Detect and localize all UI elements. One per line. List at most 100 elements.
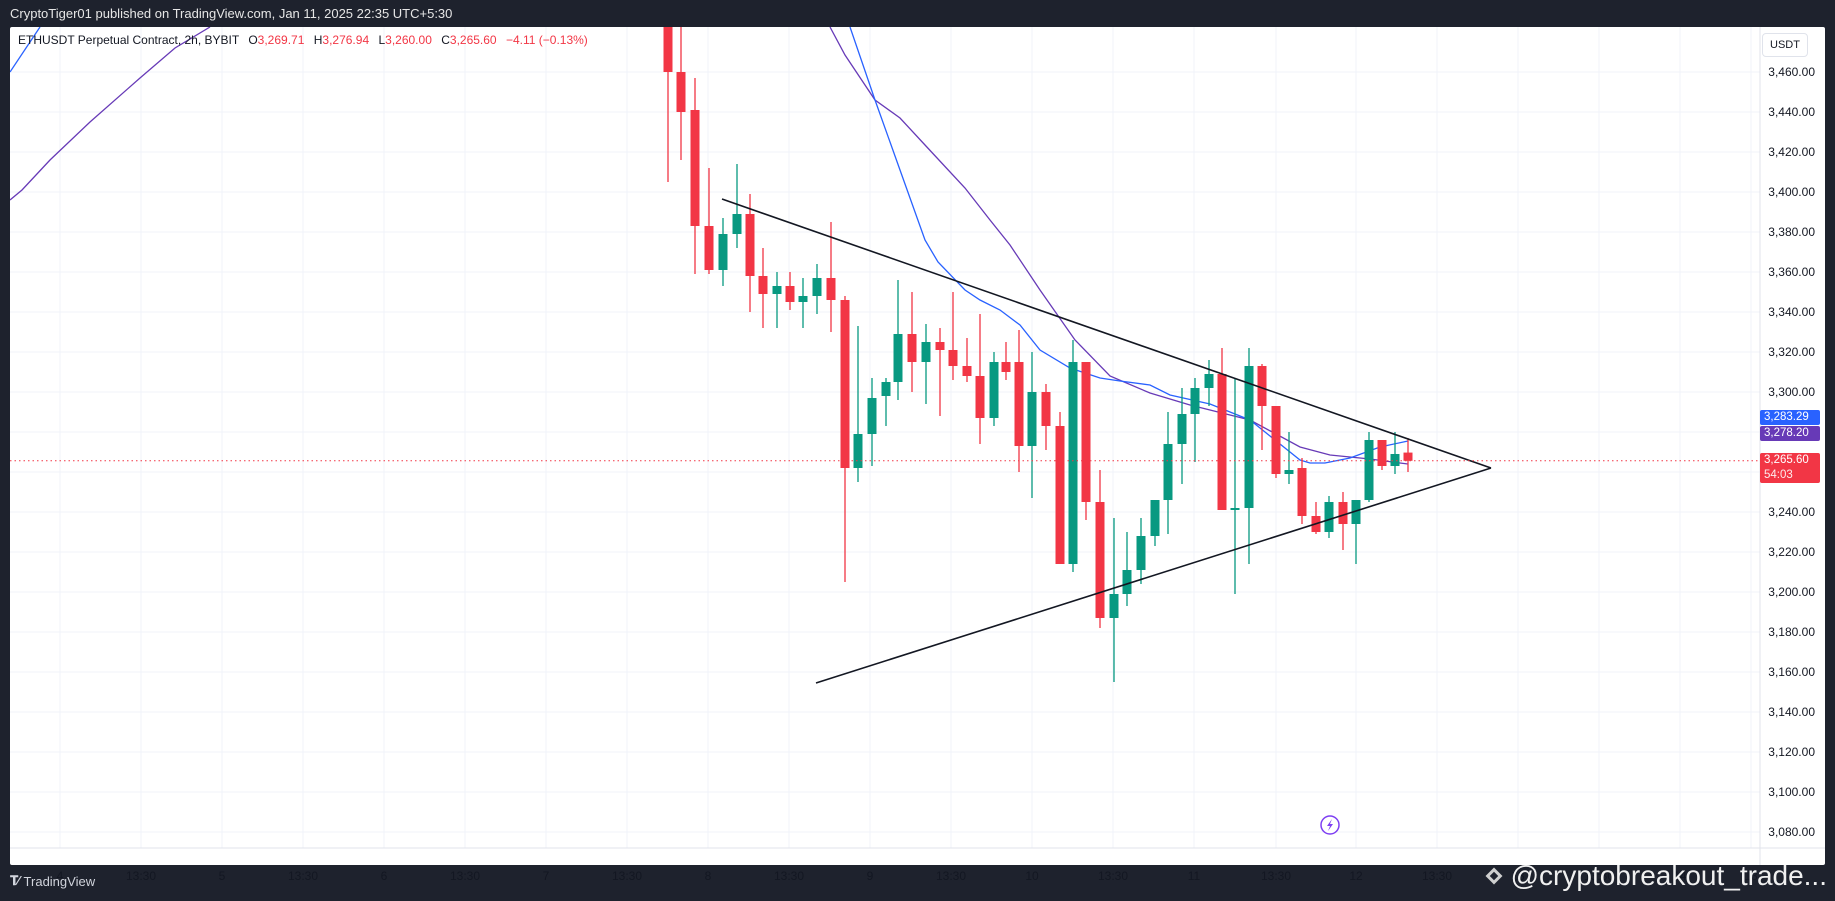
time-axis-label: 13:30 — [450, 869, 480, 883]
price-axis-label: 3,320.00 — [1768, 345, 1815, 359]
candle-body[interactable] — [812, 278, 822, 296]
candle-body[interactable] — [826, 278, 836, 300]
time-axis-label: 13:30 — [612, 869, 642, 883]
price-axis-label: 3,120.00 — [1768, 745, 1815, 759]
candle-body[interactable] — [1163, 444, 1173, 500]
candle-body[interactable] — [1338, 502, 1348, 524]
candle-body[interactable] — [1068, 362, 1078, 564]
candle-body[interactable] — [676, 72, 686, 112]
open-value: 3,269.71 — [257, 33, 305, 47]
candle-body[interactable] — [881, 382, 891, 396]
price-axis-label: 3,420.00 — [1768, 145, 1815, 159]
watermark-text: @cryptobreakout_trade... — [1510, 860, 1827, 891]
candle-body[interactable] — [1230, 508, 1240, 510]
watermark: @cryptobreakout_trade... — [1483, 860, 1827, 892]
candle-body[interactable] — [704, 226, 714, 270]
candle-body[interactable] — [975, 376, 985, 418]
candle-body[interactable] — [1204, 374, 1214, 388]
lightning-event-icon[interactable] — [1320, 815, 1340, 835]
candle-body[interactable] — [1190, 388, 1200, 414]
candle-body[interactable] — [853, 434, 863, 468]
time-axis-label: 13:30 — [126, 869, 156, 883]
time-axis-label: 4 — [57, 869, 64, 883]
bar-countdown: 54:03 — [1764, 469, 1793, 481]
candle-body[interactable] — [1095, 502, 1105, 618]
candle-body[interactable] — [1001, 362, 1011, 372]
candle-body[interactable] — [772, 286, 782, 294]
candle-body[interactable] — [785, 286, 795, 302]
candle-body[interactable] — [1217, 374, 1227, 510]
time-axis-label: 13 — [1511, 869, 1525, 883]
candle-body[interactable] — [1284, 470, 1294, 474]
time-axis-label: 5 — [219, 869, 226, 883]
candle-body[interactable] — [732, 214, 742, 234]
time-axis-label: 11 — [1188, 869, 1201, 883]
close-value: 3,265.60 — [449, 33, 497, 47]
trendline[interactable] — [721, 198, 1492, 469]
candle-body[interactable] — [1257, 366, 1267, 406]
candle-body[interactable] — [1014, 362, 1024, 446]
time-axis-label: 13:30 — [1098, 869, 1128, 883]
candle-body[interactable] — [690, 110, 700, 226]
candle-body[interactable] — [1055, 426, 1065, 564]
time-axis-label: 13 — [1744, 869, 1758, 883]
candle-body[interactable] — [989, 362, 999, 418]
candle-body[interactable] — [1351, 500, 1361, 524]
trendline[interactable] — [815, 467, 1492, 684]
symbol-title: ETHUSDT Perpetual Contract, 2h, BYBIT — [18, 33, 239, 47]
candle-body[interactable] — [718, 234, 728, 270]
binance-diamond-icon — [1483, 865, 1505, 887]
candle-body[interactable] — [935, 342, 945, 350]
ma-slow-price-tag: 3,278.20 — [1760, 426, 1820, 441]
candle-body[interactable] — [1122, 570, 1132, 594]
price-axis-label: 3,200.00 — [1768, 585, 1815, 599]
candle-body[interactable] — [1324, 502, 1334, 532]
candle-body[interactable] — [921, 342, 931, 362]
candle-body[interactable] — [948, 350, 958, 366]
candle-body[interactable] — [1041, 392, 1051, 426]
candle-body[interactable] — [840, 300, 850, 468]
candle-body[interactable] — [1150, 500, 1160, 536]
ma-fast-price-tag: 3,283.29 — [1760, 410, 1820, 425]
candle-body[interactable] — [745, 214, 755, 276]
low-label: L — [378, 33, 386, 47]
price-axis-label: 3,220.00 — [1768, 545, 1815, 559]
time-axis-label: 14 — [1673, 869, 1687, 883]
candle-body[interactable] — [1081, 362, 1091, 502]
candle-body[interactable] — [1177, 414, 1187, 444]
currency-button[interactable]: USDT — [1762, 33, 1808, 57]
price-axis-label: 3,080.00 — [1768, 825, 1815, 839]
candle-body[interactable] — [663, 12, 673, 72]
candle-body[interactable] — [867, 398, 877, 434]
candle-body[interactable] — [1244, 366, 1254, 508]
candle-body[interactable] — [798, 296, 808, 302]
candle-body[interactable] — [1271, 406, 1281, 474]
logo-text: TradingView — [23, 873, 96, 889]
candle-body[interactable] — [1109, 594, 1119, 618]
candle-body[interactable] — [1377, 440, 1387, 466]
price-axis-label: 3,160.00 — [1768, 665, 1815, 679]
price-axis-label: 3,460.00 — [1768, 65, 1815, 79]
candle-body[interactable] — [893, 334, 903, 382]
price-axis-label: 3,240.00 — [1768, 505, 1815, 519]
time-axis-label: 13:30 — [1422, 869, 1452, 883]
open-label: O — [248, 33, 258, 47]
price-axis-label: 3,300.00 — [1768, 385, 1815, 399]
price-axis-label: 3,140.00 — [1768, 705, 1815, 719]
candle-body[interactable] — [962, 366, 972, 376]
candle-body[interactable] — [907, 334, 917, 362]
candle-body[interactable] — [1403, 452, 1413, 461]
price-axis-label: 3,360.00 — [1768, 265, 1815, 279]
last-price-value: 3,265.60 — [1764, 454, 1809, 466]
tradingview-logo[interactable]: 𝐓∕ TradingView — [10, 873, 95, 889]
candle-body[interactable] — [1297, 468, 1307, 516]
candle-body[interactable] — [1364, 440, 1374, 500]
candle-body[interactable] — [1390, 454, 1400, 466]
candle-body[interactable] — [758, 276, 768, 294]
change-value: −4.11 (−0.13%) — [505, 33, 588, 47]
chart-area[interactable] — [10, 27, 1825, 865]
candle-body[interactable] — [1027, 392, 1037, 446]
candle-body[interactable] — [1136, 536, 1146, 570]
time-axis-label: 13:30 — [288, 869, 318, 883]
